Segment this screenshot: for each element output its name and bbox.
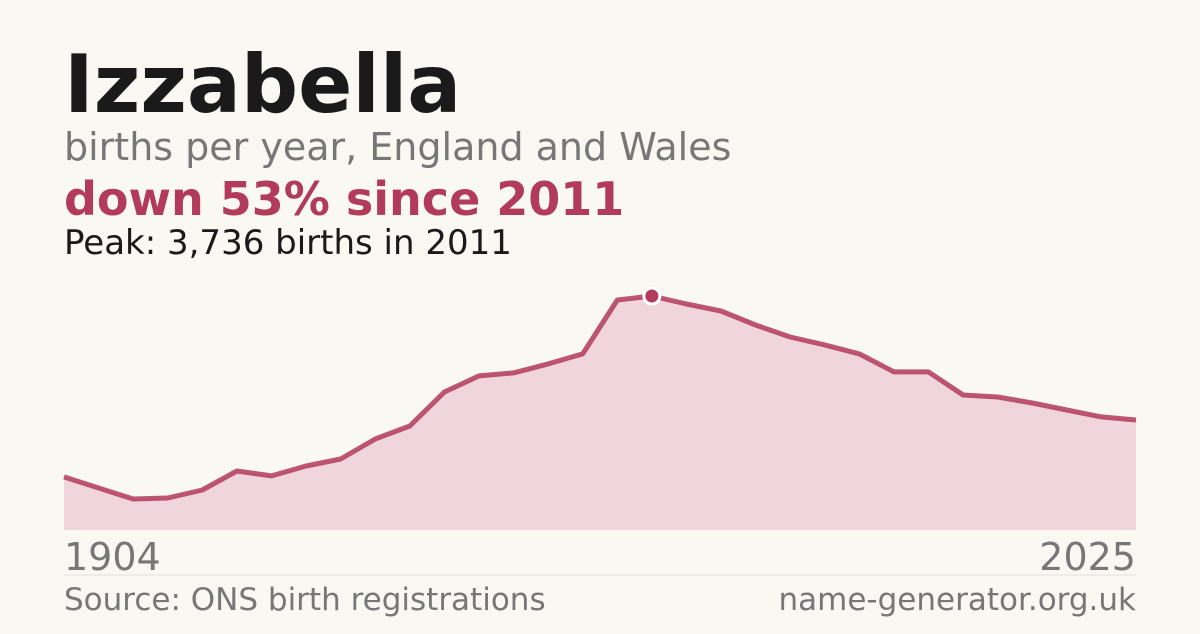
source: Source: ONS birth registrations: [64, 582, 546, 618]
peak-marker: [642, 286, 662, 306]
chart-subtitle: births per year, England and Wales: [64, 125, 731, 169]
x-tick-label: 1904: [64, 535, 161, 579]
headline: down 53% since 2011: [64, 172, 624, 226]
chart-title: Izzabella: [64, 38, 461, 131]
area: [64, 296, 1136, 530]
line: [63, 293, 1137, 502]
site: name-generator.org.uk: [779, 582, 1137, 618]
x-tick-label: 2025: [1039, 535, 1136, 579]
plot-area: 1904 2025: [63, 286, 1137, 579]
annotation: Peak: 3,736 births in 2011: [64, 223, 512, 263]
